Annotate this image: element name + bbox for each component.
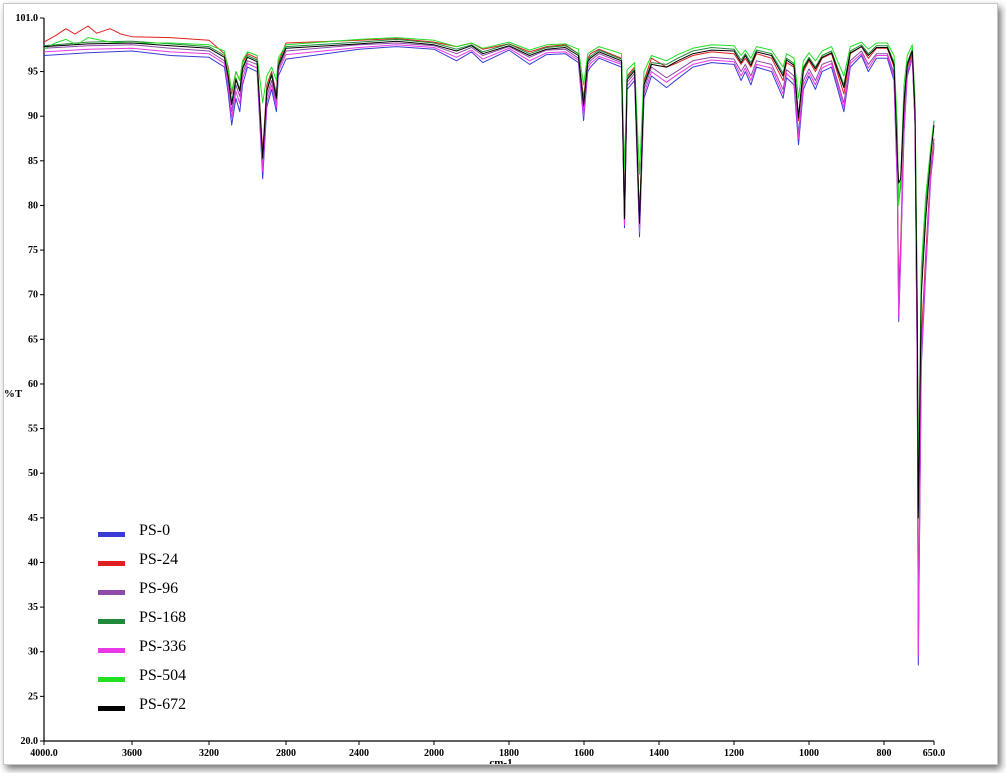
y-tick-label: 70 <box>28 290 38 301</box>
legend-swatch <box>98 619 125 624</box>
x-tick-label: 800 <box>877 748 892 759</box>
y-tick-label: 50 <box>28 468 38 479</box>
legend-swatch <box>98 706 125 711</box>
legend-swatch <box>98 561 125 566</box>
x-tick-label: 1400 <box>649 748 669 759</box>
y-tick-label: 55 <box>28 424 38 435</box>
x-tick-label: 2800 <box>276 748 296 759</box>
series-line-ps-504 <box>43 37 935 492</box>
legend-label: PS-336 <box>139 638 186 655</box>
x-tick-label: 1000 <box>799 748 819 759</box>
x-tick-label: 1800 <box>499 748 519 759</box>
ftir-spectrum-chart: 4000.0 3600 3200 2800 2400 2000 1800 1600 1400 12… <box>4 13 945 764</box>
axes-group: 4000.0 3600 3200 2800 2400 2000 1800 1600 1400 12… <box>4 13 945 764</box>
y-tick-label: 30 <box>28 647 38 658</box>
y-tick-label: 75 <box>28 245 38 256</box>
y-tick-label: 45 <box>28 513 38 524</box>
y-tick-label: 25 <box>28 691 38 702</box>
x-tick-label: 2000 <box>424 748 444 759</box>
y-axis-label: %T <box>4 388 23 400</box>
legend-label: PS-168 <box>139 609 186 626</box>
y-tick-label: 60 <box>28 379 38 390</box>
series-line-ps-336 <box>43 44 935 657</box>
y-tick-label: 101.0 <box>16 13 39 24</box>
legend-label: PS-24 <box>139 551 178 568</box>
chart-frame: 4000.0 3600 3200 2800 2400 2000 1800 1600 1400 12… <box>3 3 998 765</box>
x-tick-label: 3600 <box>122 748 142 759</box>
y-tick-label: 20.0 <box>21 736 39 747</box>
x-tick-label: 2400 <box>349 748 369 759</box>
y-tick-label: 90 <box>28 111 38 122</box>
legend-swatch <box>98 648 125 653</box>
y-tick-label: 85 <box>28 156 38 167</box>
legend-swatch <box>98 590 125 595</box>
legend-label: PS-0 <box>139 522 170 539</box>
legend: PS-0 PS-24 PS-96 PS-168 PS-336 PS-504 PS-672 <box>98 522 186 713</box>
legend-label: PS-96 <box>139 580 178 597</box>
y-tick-label: 40 <box>28 557 38 568</box>
series-line-ps-0 <box>43 46 935 666</box>
y-tick-label: 35 <box>28 602 38 613</box>
x-axis-label: cm-1 <box>489 757 512 764</box>
legend-swatch <box>98 677 125 682</box>
y-tick-label: 95 <box>28 67 38 78</box>
legend-label: PS-504 <box>139 667 186 684</box>
x-tick-label: 4000.0 <box>30 748 58 759</box>
legend-swatch <box>98 532 125 537</box>
legend-label: PS-672 <box>139 696 186 713</box>
x-tick-label: 650.0 <box>923 748 946 759</box>
x-tick-label: 1200 <box>724 748 744 759</box>
y-tick-label: 65 <box>28 334 38 345</box>
x-tick-label: 3200 <box>199 748 219 759</box>
series-line-ps-672 <box>43 40 935 519</box>
series-lines <box>43 25 935 666</box>
y-tick-label: 80 <box>28 200 38 211</box>
x-tick-label: 1600 <box>574 748 594 759</box>
